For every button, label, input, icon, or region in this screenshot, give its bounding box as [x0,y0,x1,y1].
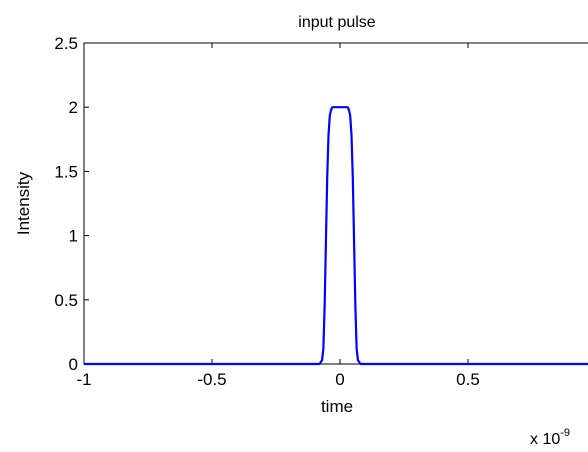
y-tick-label: 0 [69,355,78,374]
x-tick-label: 0 [335,370,344,389]
x-axis-label: time [321,397,353,416]
x-axis-ticks: -1-0.500.51 [76,43,480,389]
y-tick-label: 1 [69,227,78,246]
y-axis-ticks: 0 0.5 1 1.5 2 2.5 [54,34,89,374]
chart-title: input pulse [298,14,375,31]
y-axis-label: Intensity [14,171,33,235]
x-tick-label: -0.5 [197,370,226,389]
x-multiplier-exponent: -9 [560,427,570,439]
plot-area [83,42,588,365]
x-axis-multiplier: x 10-9 [530,427,570,448]
y-tick-label: 1.5 [54,162,78,181]
y-tick-label: 2 [69,98,78,117]
y-tick-label: 0.5 [54,291,78,310]
x-multiplier-base: x 10 [530,431,560,448]
y-tick-label: 2.5 [54,34,78,53]
series-line-input-pulse [84,106,588,366]
x-tick-label: 0.5 [456,370,480,389]
x-tick-label: -1 [76,370,91,389]
